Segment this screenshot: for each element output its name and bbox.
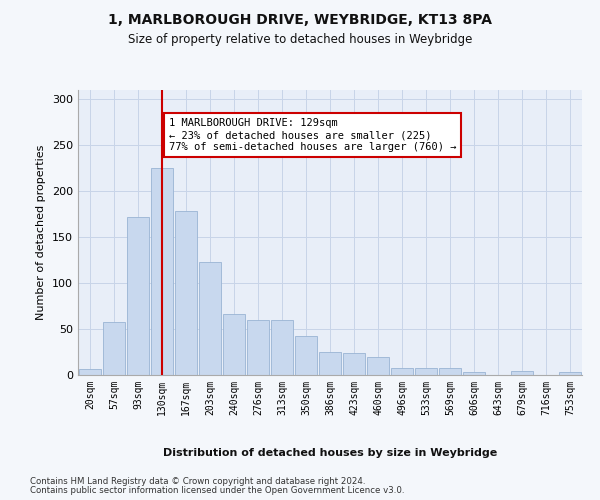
Bar xyxy=(439,368,461,375)
Y-axis label: Number of detached properties: Number of detached properties xyxy=(37,145,46,320)
Bar xyxy=(511,372,533,375)
Bar xyxy=(463,372,485,375)
Bar xyxy=(199,262,221,375)
Bar xyxy=(343,353,365,375)
Bar xyxy=(295,336,317,375)
Text: Size of property relative to detached houses in Weybridge: Size of property relative to detached ho… xyxy=(128,32,472,46)
Bar xyxy=(559,372,581,375)
Text: 1 MARLBOROUGH DRIVE: 129sqm
← 23% of detached houses are smaller (225)
77% of se: 1 MARLBOROUGH DRIVE: 129sqm ← 23% of det… xyxy=(169,118,456,152)
Bar xyxy=(175,212,197,375)
Text: Distribution of detached houses by size in Weybridge: Distribution of detached houses by size … xyxy=(163,448,497,458)
Bar xyxy=(319,352,341,375)
Bar xyxy=(151,168,173,375)
Bar xyxy=(367,356,389,375)
Bar xyxy=(391,368,413,375)
Bar xyxy=(79,368,101,375)
Bar xyxy=(127,217,149,375)
Bar xyxy=(271,320,293,375)
Bar xyxy=(415,368,437,375)
Text: 1, MARLBOROUGH DRIVE, WEYBRIDGE, KT13 8PA: 1, MARLBOROUGH DRIVE, WEYBRIDGE, KT13 8P… xyxy=(108,12,492,26)
Text: Contains HM Land Registry data © Crown copyright and database right 2024.: Contains HM Land Registry data © Crown c… xyxy=(30,477,365,486)
Bar xyxy=(247,320,269,375)
Text: Contains public sector information licensed under the Open Government Licence v3: Contains public sector information licen… xyxy=(30,486,404,495)
Bar xyxy=(103,322,125,375)
Bar xyxy=(223,314,245,375)
